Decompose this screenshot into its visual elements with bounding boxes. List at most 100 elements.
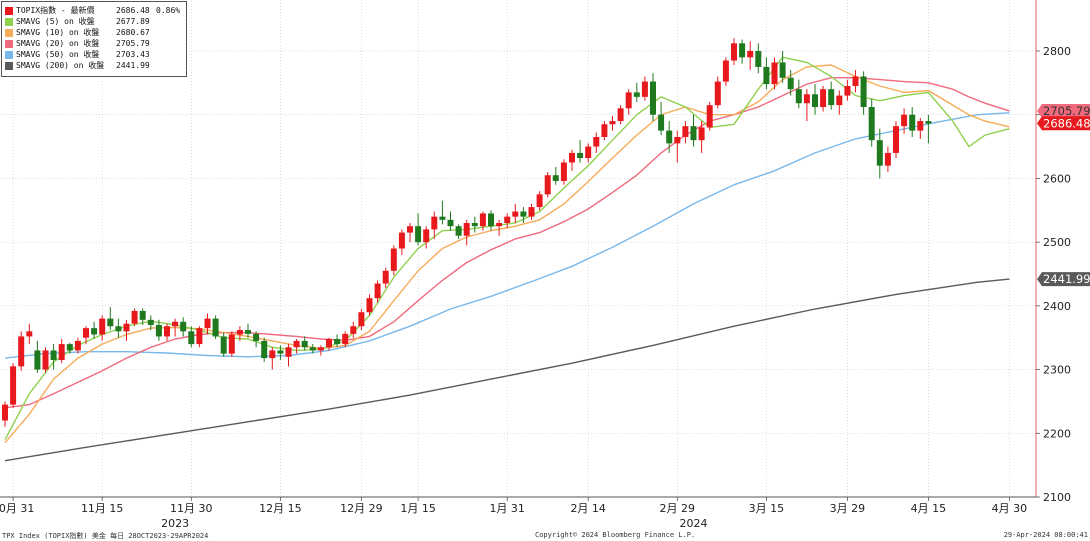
candle-body [803,94,810,104]
x-year-label: 2024 [680,517,708,530]
candle-body [876,140,883,166]
candle-body [836,95,843,106]
candle-body [74,340,81,351]
legend-swatch [5,61,13,70]
y-tick-label: 2600 [1043,172,1071,185]
legend: TOPIX指數 - 最新價 2686.48 0.86% SMAVG (5) on 收盤… [1,1,187,77]
candle-body [512,211,519,217]
candle-body [164,326,170,337]
candle-body [83,328,89,338]
series-line [4,77,1010,409]
candle-body [123,323,130,332]
legend-swatch [5,39,13,48]
candle-body [739,43,746,58]
legend-label: SMAVG (20) on 收盤 [16,39,100,48]
candle-body [601,124,608,137]
x-tick-label: 4月 30 [992,502,1028,515]
candle-body [771,62,778,85]
legend-change: 0.86% [156,6,181,15]
candle-body [901,114,908,127]
candle-body [552,175,559,181]
legend-swatch [5,6,13,15]
candle-body [212,318,219,337]
candle-body [350,326,357,334]
price-tag-label: 2686.48 [1043,116,1090,130]
candle-body [844,86,851,96]
candle-body [26,331,33,337]
legend-value: 2680.67 [116,28,150,37]
candle-body [147,319,154,325]
candle-body [245,330,251,334]
y-tick-label: 2500 [1043,236,1071,249]
candle-body [569,152,575,163]
candle-body [852,76,859,87]
candle-body [560,162,567,181]
candle-body [293,340,300,348]
candle-body [650,81,656,115]
candle-body [868,107,875,141]
candle-body [828,89,835,106]
candle-body [407,226,413,233]
candle-body [309,347,316,351]
candle-body [625,92,632,109]
candle-body [196,328,203,345]
legend-item: SMAVG (50) on 收盤 2703.43 [5,49,186,60]
candle-body [779,62,786,78]
candle-body [633,92,640,97]
y-tick-label: 2300 [1043,364,1071,377]
x-tick-label: 1月 15 [400,502,436,515]
candle-body [463,223,470,236]
candle-body [42,350,49,370]
candle-body [342,333,349,345]
candle-body [593,136,600,147]
x-tick-label: 11月 15 [81,502,124,515]
x-tick-label: 3月 29 [830,502,866,515]
candle-body [204,318,211,329]
series-line [4,64,1010,444]
legend-value: 2705.79 [116,39,150,48]
candle-body [253,333,260,341]
x-tick-label: 4月 15 [911,502,947,515]
candle-body [188,331,195,345]
candle-body [439,216,446,220]
candle-body [471,223,478,227]
candle-body [706,105,713,128]
candle-body [180,321,187,332]
candle-body [220,336,227,354]
candle-body [479,213,486,227]
legend-label: SMAVG (200) on 收盤 [16,61,105,70]
candle-body [496,223,503,227]
candle-body [66,344,73,351]
candle-body [155,324,162,337]
legend-label: TOPIX指數 - 最新價 [16,6,95,15]
x-tick-label: 2月 14 [570,502,606,515]
candle-body [91,328,98,335]
candle-body [658,114,665,131]
candle-body [423,229,430,243]
y-tick-label: 2100 [1043,491,1071,504]
x-tick-label: 11月 30 [170,502,213,515]
candle-body [820,89,827,108]
x-tick-label: 3月 15 [749,502,785,515]
x-tick-label: 10月 31 [0,502,34,515]
legend-value: 2703.43 [116,50,150,59]
candle-body [358,312,365,327]
candle-body [812,94,818,108]
candle-body [714,81,721,106]
legend-item: SMAVG (10) on 收盤 2680.67 [5,27,186,38]
candle-body [893,126,899,153]
footer-source: TPX Index (TOPIX指數) 美金 每日 28OCT2023-29AP… [2,532,209,540]
candle-body [301,340,308,348]
candle-body [698,127,705,141]
x-tick-label: 2月 29 [660,502,696,515]
x-tick-label: 12月 15 [259,502,302,515]
legend-value: 2686.48 [116,6,150,15]
candle-body [641,81,648,97]
candle-body [682,126,689,137]
candle-body [131,310,138,324]
candle-body [609,121,616,125]
candle-body [10,366,17,405]
candle-body [787,77,794,90]
candle-body [415,226,422,243]
x-tick-label: 1月 31 [489,502,525,515]
